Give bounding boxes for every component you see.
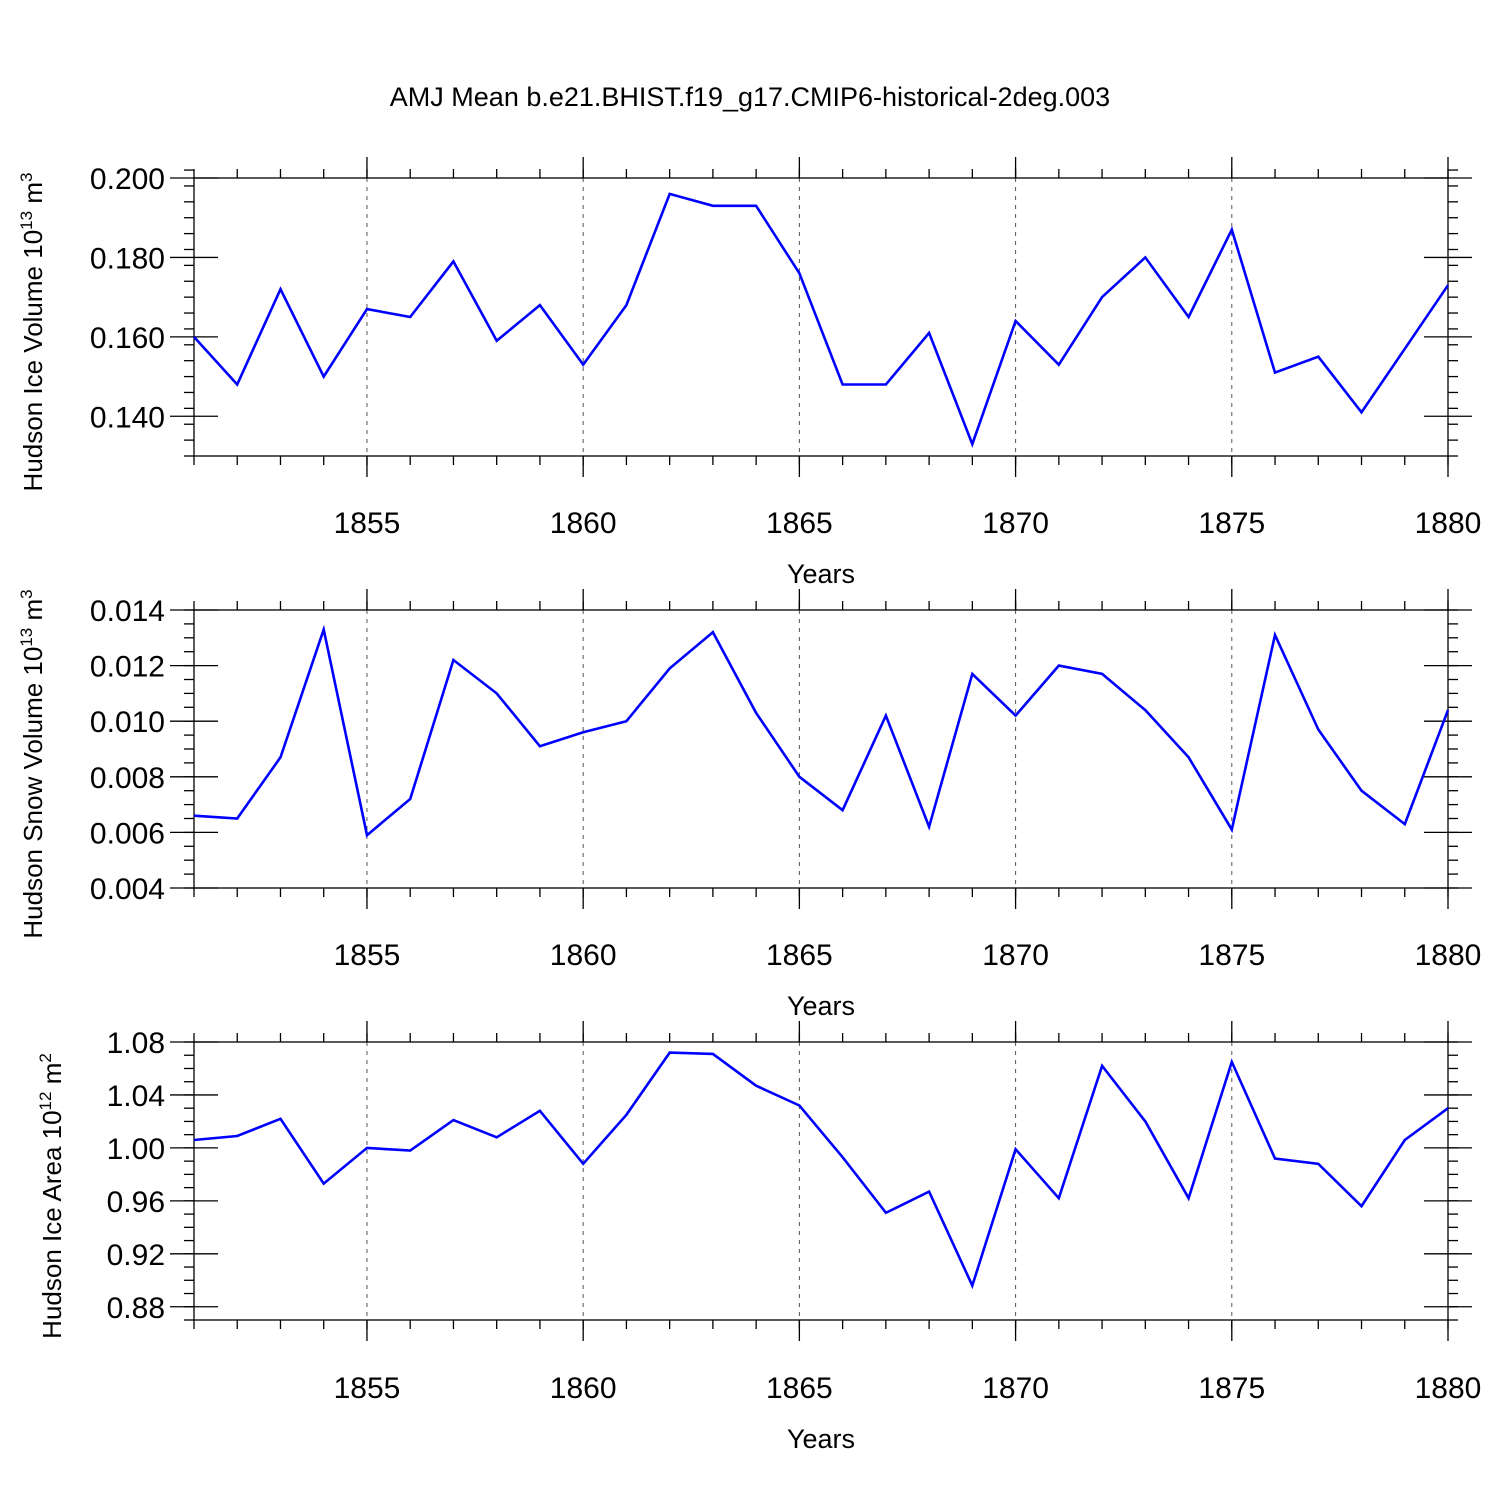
y-tick-label: 0.92 — [107, 1239, 165, 1272]
plot-frame — [193, 1041, 1449, 1321]
y-tick-label: 0.006 — [90, 817, 165, 850]
y-tick-label: 0.140 — [90, 401, 165, 434]
x-tick-label: 1870 — [982, 1372, 1049, 1405]
y-tick-label: 1.04 — [107, 1080, 165, 1113]
x-tick-label: 1860 — [550, 1372, 617, 1405]
x-axis-label: Years — [787, 991, 855, 1021]
y-tick-label: 0.004 — [90, 873, 165, 906]
y-tick-label: 0.96 — [107, 1186, 165, 1219]
panel-ice-volume: 0.200 0.180 0.160 0.140 1855 1860 1865 1870 1875… — [17, 157, 1481, 589]
x-tick-label: 1860 — [550, 939, 617, 972]
x-tick-label: 1855 — [334, 939, 401, 972]
y-axis-label: Hudson Snow Volume 1013 m3 — [17, 589, 48, 938]
y-tick-label: 0.180 — [90, 242, 165, 275]
y-axis-label: Hudson Ice Volume 1013 m3 — [17, 173, 48, 492]
x-axis-label: Years — [787, 1424, 855, 1454]
series-line — [193, 624, 1450, 838]
x-tick-label: 1865 — [766, 1372, 833, 1405]
x-tick-label: 1880 — [1415, 939, 1482, 972]
plot-frame — [193, 609, 1449, 889]
y-tick-label: 1.00 — [107, 1133, 165, 1166]
panel-snow-volume: 0.014 0.012 0.010 0.008 0.006 0.004 1855 1860 18… — [17, 589, 1481, 1021]
panel-ice-area: 1.08 1.04 1.00 0.96 0.92 0.88 1855 1860 1865 1870… — [36, 1021, 1481, 1454]
x-tick-label: 1870 — [982, 507, 1049, 540]
y-tick-label: 0.014 — [90, 595, 165, 628]
x-tick-label: 1875 — [1198, 1372, 1265, 1405]
y-axis-label: Hudson Ice Area 1012 m2 — [36, 1053, 67, 1339]
x-tick-label: 1865 — [766, 507, 833, 540]
x-tick-label: 1855 — [334, 507, 401, 540]
series-line — [193, 192, 1450, 448]
y-tick-label: 0.010 — [90, 706, 165, 739]
x-tick-label: 1875 — [1198, 939, 1265, 972]
y-tick-label: 0.008 — [90, 762, 165, 795]
x-tick-label: 1875 — [1198, 507, 1265, 540]
y-tick-label: 0.012 — [90, 651, 165, 684]
series-line — [193, 1051, 1449, 1290]
x-tick-label: 1880 — [1415, 1372, 1482, 1405]
y-tick-label: 0.200 — [90, 163, 165, 196]
x-tick-label: 1860 — [550, 507, 617, 540]
x-tick-label: 1870 — [982, 939, 1049, 972]
x-tick-label: 1855 — [334, 1372, 401, 1405]
x-tick-label: 1880 — [1415, 507, 1482, 540]
y-tick-label: 0.160 — [90, 322, 165, 355]
x-tick-label: 1865 — [766, 939, 833, 972]
y-tick-label: 1.08 — [107, 1027, 165, 1060]
chart-title: AMJ Mean b.e21.BHIST.f19_g17.CMIP6-histo… — [390, 82, 1110, 112]
plot-frame — [193, 177, 1449, 457]
y-tick-label: 0.88 — [107, 1292, 165, 1325]
x-axis-label: Years — [787, 559, 855, 589]
